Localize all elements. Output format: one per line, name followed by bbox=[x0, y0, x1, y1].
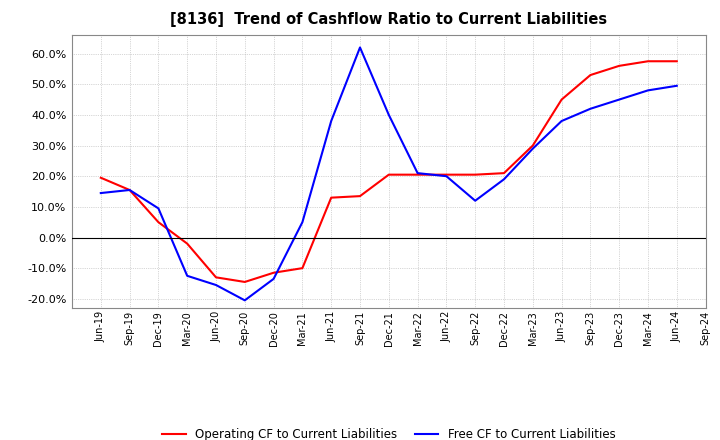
Free CF to Current Liabilities bbox=[644, 88, 652, 93]
Free CF to Current Liabilities bbox=[240, 298, 249, 303]
Operating CF to Current Liabilities bbox=[125, 187, 134, 193]
Free CF to Current Liabilities bbox=[586, 106, 595, 111]
Operating CF to Current Liabilities bbox=[384, 172, 393, 177]
Free CF to Current Liabilities bbox=[413, 170, 422, 176]
Operating CF to Current Liabilities bbox=[500, 170, 508, 176]
Operating CF to Current Liabilities bbox=[442, 172, 451, 177]
Operating CF to Current Liabilities bbox=[356, 194, 364, 199]
Free CF to Current Liabilities bbox=[471, 198, 480, 203]
Title: [8136]  Trend of Cashflow Ratio to Current Liabilities: [8136] Trend of Cashflow Ratio to Curren… bbox=[170, 12, 608, 27]
Operating CF to Current Liabilities bbox=[557, 97, 566, 102]
Operating CF to Current Liabilities bbox=[586, 73, 595, 78]
Operating CF to Current Liabilities bbox=[327, 195, 336, 200]
Free CF to Current Liabilities bbox=[269, 276, 278, 282]
Operating CF to Current Liabilities bbox=[528, 143, 537, 148]
Free CF to Current Liabilities bbox=[615, 97, 624, 102]
Operating CF to Current Liabilities bbox=[413, 172, 422, 177]
Free CF to Current Liabilities bbox=[154, 206, 163, 211]
Free CF to Current Liabilities bbox=[672, 83, 681, 88]
Line: Operating CF to Current Liabilities: Operating CF to Current Liabilities bbox=[101, 61, 677, 282]
Operating CF to Current Liabilities bbox=[672, 59, 681, 64]
Operating CF to Current Liabilities bbox=[212, 275, 220, 280]
Free CF to Current Liabilities bbox=[500, 176, 508, 182]
Free CF to Current Liabilities bbox=[528, 146, 537, 151]
Free CF to Current Liabilities bbox=[442, 173, 451, 179]
Free CF to Current Liabilities bbox=[96, 191, 105, 196]
Operating CF to Current Liabilities bbox=[240, 279, 249, 285]
Free CF to Current Liabilities bbox=[327, 118, 336, 124]
Free CF to Current Liabilities bbox=[183, 273, 192, 279]
Operating CF to Current Liabilities bbox=[615, 63, 624, 69]
Free CF to Current Liabilities bbox=[212, 282, 220, 288]
Free CF to Current Liabilities bbox=[557, 118, 566, 124]
Operating CF to Current Liabilities bbox=[96, 175, 105, 180]
Free CF to Current Liabilities bbox=[298, 220, 307, 225]
Operating CF to Current Liabilities bbox=[644, 59, 652, 64]
Line: Free CF to Current Liabilities: Free CF to Current Liabilities bbox=[101, 48, 677, 301]
Operating CF to Current Liabilities bbox=[269, 270, 278, 275]
Operating CF to Current Liabilities bbox=[183, 241, 192, 246]
Free CF to Current Liabilities bbox=[384, 112, 393, 117]
Operating CF to Current Liabilities bbox=[471, 172, 480, 177]
Free CF to Current Liabilities bbox=[356, 45, 364, 50]
Operating CF to Current Liabilities bbox=[154, 220, 163, 225]
Legend: Operating CF to Current Liabilities, Free CF to Current Liabilities: Operating CF to Current Liabilities, Fre… bbox=[162, 429, 616, 440]
Free CF to Current Liabilities bbox=[125, 187, 134, 193]
Operating CF to Current Liabilities bbox=[298, 265, 307, 271]
